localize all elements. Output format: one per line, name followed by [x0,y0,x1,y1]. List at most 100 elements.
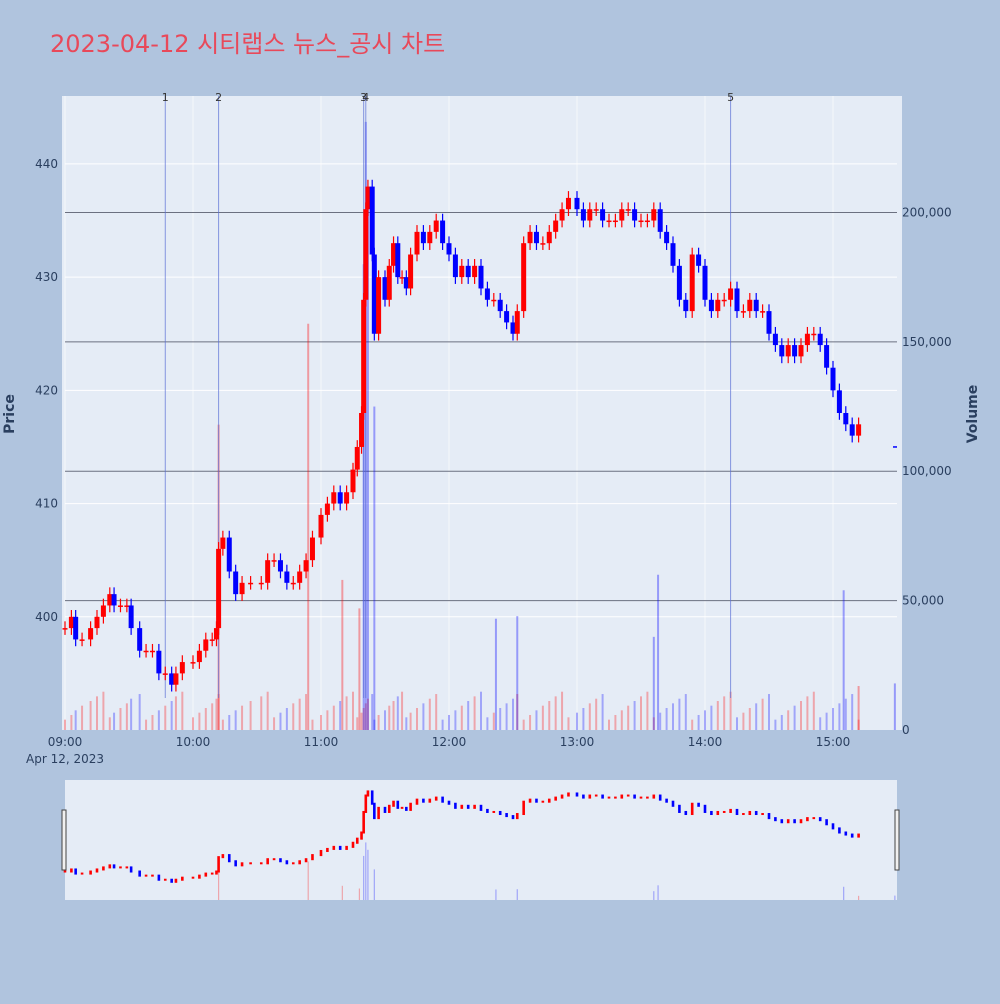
candle-body [792,345,798,357]
candle-body [359,413,365,447]
candle-body [817,333,823,346]
volume-bar [716,701,719,730]
volume-bar [494,618,497,730]
candle-body [559,209,565,221]
volume-bar [341,579,344,730]
candle-body [497,299,503,312]
mini-candle [729,808,732,813]
range-slider-left-handle[interactable] [61,809,67,871]
volume-bar [249,701,252,730]
volume-bar [273,717,276,730]
mini-candle [831,823,835,830]
volume-bar [723,696,726,730]
mini-candle [492,810,496,813]
volume-bar [345,696,348,730]
volume-bar [352,691,354,730]
mini-candle [684,810,688,816]
candle-body [527,231,533,244]
candle-body [484,288,490,300]
candle-body [350,469,356,493]
volume-bar [748,708,751,730]
news-marker-label[interactable]: 4 [362,91,369,104]
volume-bar [806,696,809,730]
candle-body [491,299,497,302]
volume-bar [392,701,395,730]
volume-bar [857,719,860,730]
volume-bar [192,717,194,730]
candle-body [284,571,290,583]
volume-bar [366,698,369,730]
candle-body [670,243,676,266]
volume-bar [362,708,365,730]
price-tick-label: 410 [35,497,58,511]
range-slider-area[interactable] [65,780,897,900]
volume-bar [221,719,224,730]
mini-candle [748,810,752,816]
candle-body [248,582,254,585]
range-slider-right-handle[interactable] [894,809,900,871]
mini-candle [163,878,167,881]
volume-bar [366,199,369,731]
candle-body [565,197,571,210]
candle-body [303,560,309,572]
candle-body [772,333,778,346]
candle-body [324,503,330,515]
mini-candle [560,794,564,799]
mini-candle [818,817,822,822]
volume-bar [145,719,148,730]
mini-candle [304,858,308,863]
volume-bar [181,691,184,730]
candle-body [318,514,324,538]
volume-bar [473,696,476,730]
news-marker-label[interactable]: 1 [162,91,169,104]
mini-candle [806,817,809,822]
time-tick-label: 12:00 [432,735,467,749]
price-gridlines [64,96,897,730]
volume-bar [672,703,674,730]
mini-candle [112,864,116,869]
time-tick-label: 13:00 [560,735,595,749]
candle-body [830,367,836,391]
candle-body [361,299,367,413]
mini-candle [332,845,336,850]
candle-body [734,288,740,312]
volume-bar [215,698,218,730]
mini-candle [170,878,173,883]
volume-bar [768,694,770,730]
volume-bar [505,703,508,730]
mini-candle [338,845,342,850]
mini-candle [144,874,148,877]
mini-candle [422,798,425,803]
mini-candle [652,794,656,799]
mini-candle [754,810,758,816]
volume-bar [332,705,335,730]
news-marker-label[interactable]: 2 [215,91,222,104]
mini-candle [364,794,368,813]
volume-axis-label: Volume [965,385,981,444]
volume-bar [620,710,623,730]
mini-candle [626,794,630,797]
volume-bar [529,714,532,730]
candle-body [446,243,452,255]
mini-volume-bar [365,842,367,900]
volume-bar [164,705,167,730]
volume-tick-label: 150,000 [902,335,952,349]
news-marker-label[interactable]: 3 [360,91,367,104]
news-marker-label[interactable]: 5 [727,91,734,104]
volume-bar [893,683,896,730]
volume-bar [307,323,310,730]
volume-bar [678,698,681,730]
candle-body [721,299,727,302]
volume-bar [204,708,207,730]
candle-body [88,628,94,640]
mini-candle [710,810,713,816]
volume-bar [211,703,214,730]
candle-body [233,571,239,595]
volume-bar [691,719,694,730]
volume-gridlines [65,211,897,602]
candle-body [798,345,804,357]
candle-body [612,220,618,223]
candle-body [715,299,721,312]
volume-bar [842,590,845,730]
